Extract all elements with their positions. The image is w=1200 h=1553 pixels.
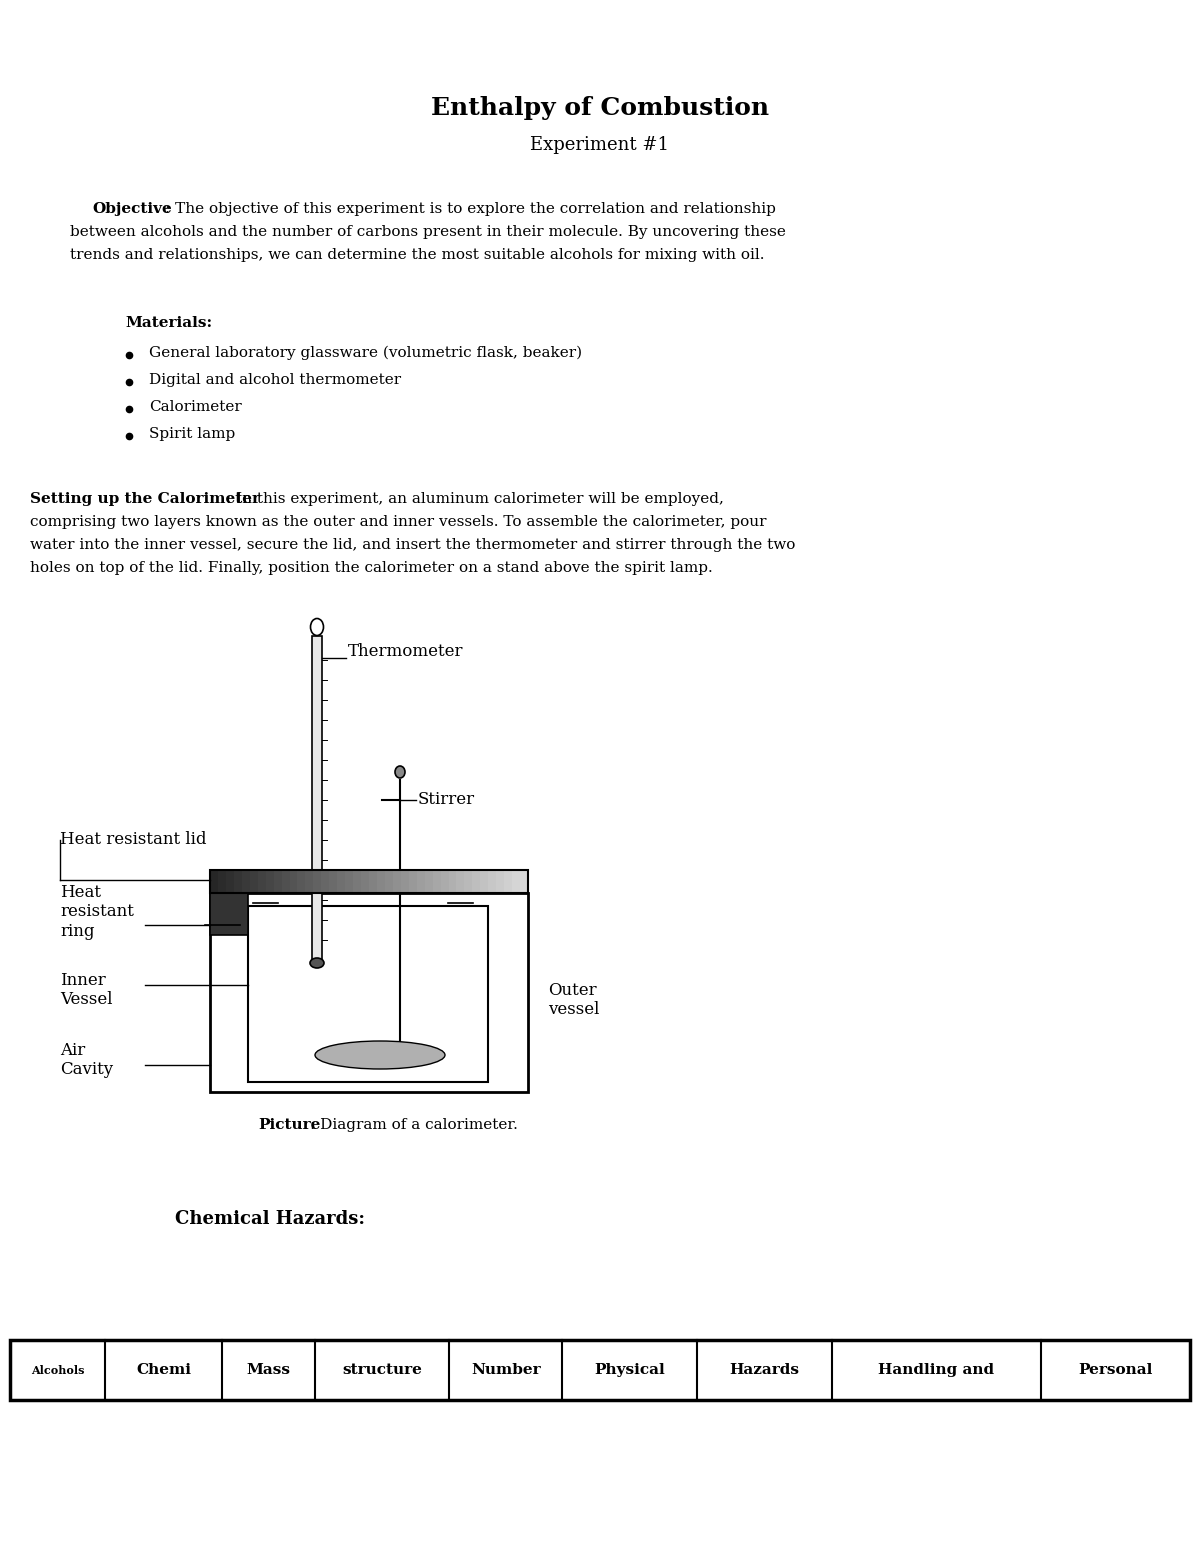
Text: Thermometer: Thermometer [348,643,463,660]
Polygon shape [473,870,480,893]
Text: General laboratory glassware (volumetric flask, beaker): General laboratory glassware (volumetric… [149,346,582,360]
Text: Handling and: Handling and [878,1364,995,1378]
Polygon shape [265,870,274,893]
Text: Outer
vessel: Outer vessel [548,981,599,1019]
Text: Calorimeter: Calorimeter [149,401,241,415]
Polygon shape [329,870,337,893]
Polygon shape [416,870,425,893]
Polygon shape [346,870,353,893]
Polygon shape [337,870,346,893]
Text: Inner
Vessel: Inner Vessel [60,972,113,1008]
Text: Physical: Physical [594,1364,665,1378]
Polygon shape [409,870,416,893]
Text: Picture: Picture [258,1118,320,1132]
Text: Chemi: Chemi [136,1364,191,1378]
Text: comprising two layers known as the outer and inner vessels. To assemble the calo: comprising two layers known as the outer… [30,516,767,530]
Text: Mass: Mass [246,1364,290,1378]
Text: Enthalpy of Combustion: Enthalpy of Combustion [431,96,769,120]
Polygon shape [289,870,298,893]
Text: Materials:: Materials: [125,315,212,329]
Text: structure: structure [342,1364,421,1378]
Text: Heat resistant lid: Heat resistant lid [60,831,206,848]
Polygon shape [282,870,289,893]
Text: Digital and alcohol thermometer: Digital and alcohol thermometer [149,373,401,387]
Polygon shape [353,870,361,893]
Text: Air
Cavity: Air Cavity [60,1042,113,1078]
Polygon shape [313,870,322,893]
Text: holes on top of the lid. Finally, position the calorimeter on a stand above the : holes on top of the lid. Finally, positi… [30,561,713,575]
Polygon shape [449,870,456,893]
Text: Experiment #1: Experiment #1 [530,137,670,154]
Text: : In this experiment, an aluminum calorimeter will be employed,: : In this experiment, an aluminum calori… [226,492,724,506]
Text: Spirit lamp: Spirit lamp [149,427,235,441]
Text: Alcohols: Alcohols [31,1365,84,1376]
Polygon shape [464,870,473,893]
Text: Hazards: Hazards [730,1364,799,1378]
Polygon shape [218,870,226,893]
Polygon shape [322,870,329,893]
Text: Heat
resistant
ring: Heat resistant ring [60,884,134,940]
Ellipse shape [310,958,324,968]
Text: trends and relationships, we can determine the most suitable alcohols for mixing: trends and relationships, we can determi… [70,248,764,262]
Polygon shape [298,870,305,893]
Polygon shape [497,870,504,893]
Polygon shape [361,870,370,893]
Polygon shape [504,870,512,893]
Polygon shape [210,893,528,1092]
Ellipse shape [314,1041,445,1068]
Polygon shape [456,870,464,893]
Text: water into the inner vessel, secure the lid, and insert the thermometer and stir: water into the inner vessel, secure the … [30,537,796,551]
Polygon shape [274,870,282,893]
Polygon shape [210,893,248,935]
Polygon shape [312,637,322,960]
Polygon shape [377,870,385,893]
Polygon shape [520,870,528,893]
Ellipse shape [395,766,406,778]
Polygon shape [250,870,258,893]
Polygon shape [401,870,409,893]
Text: Chemical Hazards:: Chemical Hazards: [175,1210,365,1228]
Polygon shape [385,870,392,893]
Polygon shape [440,870,449,893]
Text: Stirrer: Stirrer [418,792,475,809]
Polygon shape [226,870,234,893]
Text: Setting up the Calorimeter: Setting up the Calorimeter [30,492,260,506]
Polygon shape [488,870,497,893]
Polygon shape [425,870,433,893]
Text: Objective: Objective [92,202,172,216]
Ellipse shape [311,618,324,635]
Polygon shape [480,870,488,893]
Polygon shape [248,905,488,1082]
Text: between alcohols and the number of carbons present in their molecule. By uncover: between alcohols and the number of carbo… [70,225,786,239]
Text: Personal: Personal [1079,1364,1153,1378]
Polygon shape [258,870,265,893]
Polygon shape [210,870,218,893]
Polygon shape [242,870,250,893]
Text: : The objective of this experiment is to explore the correlation and relationshi: : The objective of this experiment is to… [166,202,776,216]
Polygon shape [305,870,313,893]
Polygon shape [512,870,520,893]
Polygon shape [433,870,440,893]
Text: : Diagram of a calorimeter.: : Diagram of a calorimeter. [310,1118,518,1132]
Polygon shape [392,870,401,893]
Polygon shape [370,870,377,893]
Text: Number: Number [470,1364,541,1378]
Polygon shape [234,870,242,893]
